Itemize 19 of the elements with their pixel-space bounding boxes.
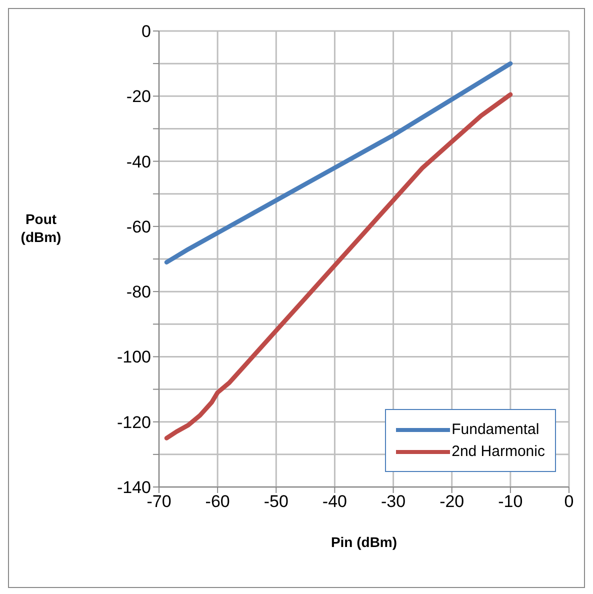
x-tick-label: -20 [440, 492, 464, 512]
y-tick-label: -100 [116, 348, 151, 367]
y-axis-title: Pout (dBm) [20, 211, 62, 245]
legend-label: 2nd Harmonic [452, 443, 545, 460]
y-tick-label: -80 [126, 282, 151, 302]
y-tick-label: -60 [126, 217, 151, 236]
legend-label: Fundamental [452, 421, 540, 438]
x-axis-title: Pin (dBm) [330, 534, 398, 550]
y-tick-label: -20 [126, 87, 151, 106]
y-tick-label: -40 [126, 152, 151, 172]
x-tick-label: -60 [205, 492, 230, 512]
x-tick-label: -40 [322, 492, 348, 512]
x-tick-label: 0 [564, 492, 574, 512]
y-tick-label: 0 [142, 22, 151, 42]
x-tick-label: -10 [498, 492, 523, 512]
x-tick-label: -50 [264, 492, 288, 512]
x-tick-label: -30 [380, 492, 406, 512]
line-series [164, 61, 513, 265]
y-tick-label: -120 [116, 412, 151, 432]
